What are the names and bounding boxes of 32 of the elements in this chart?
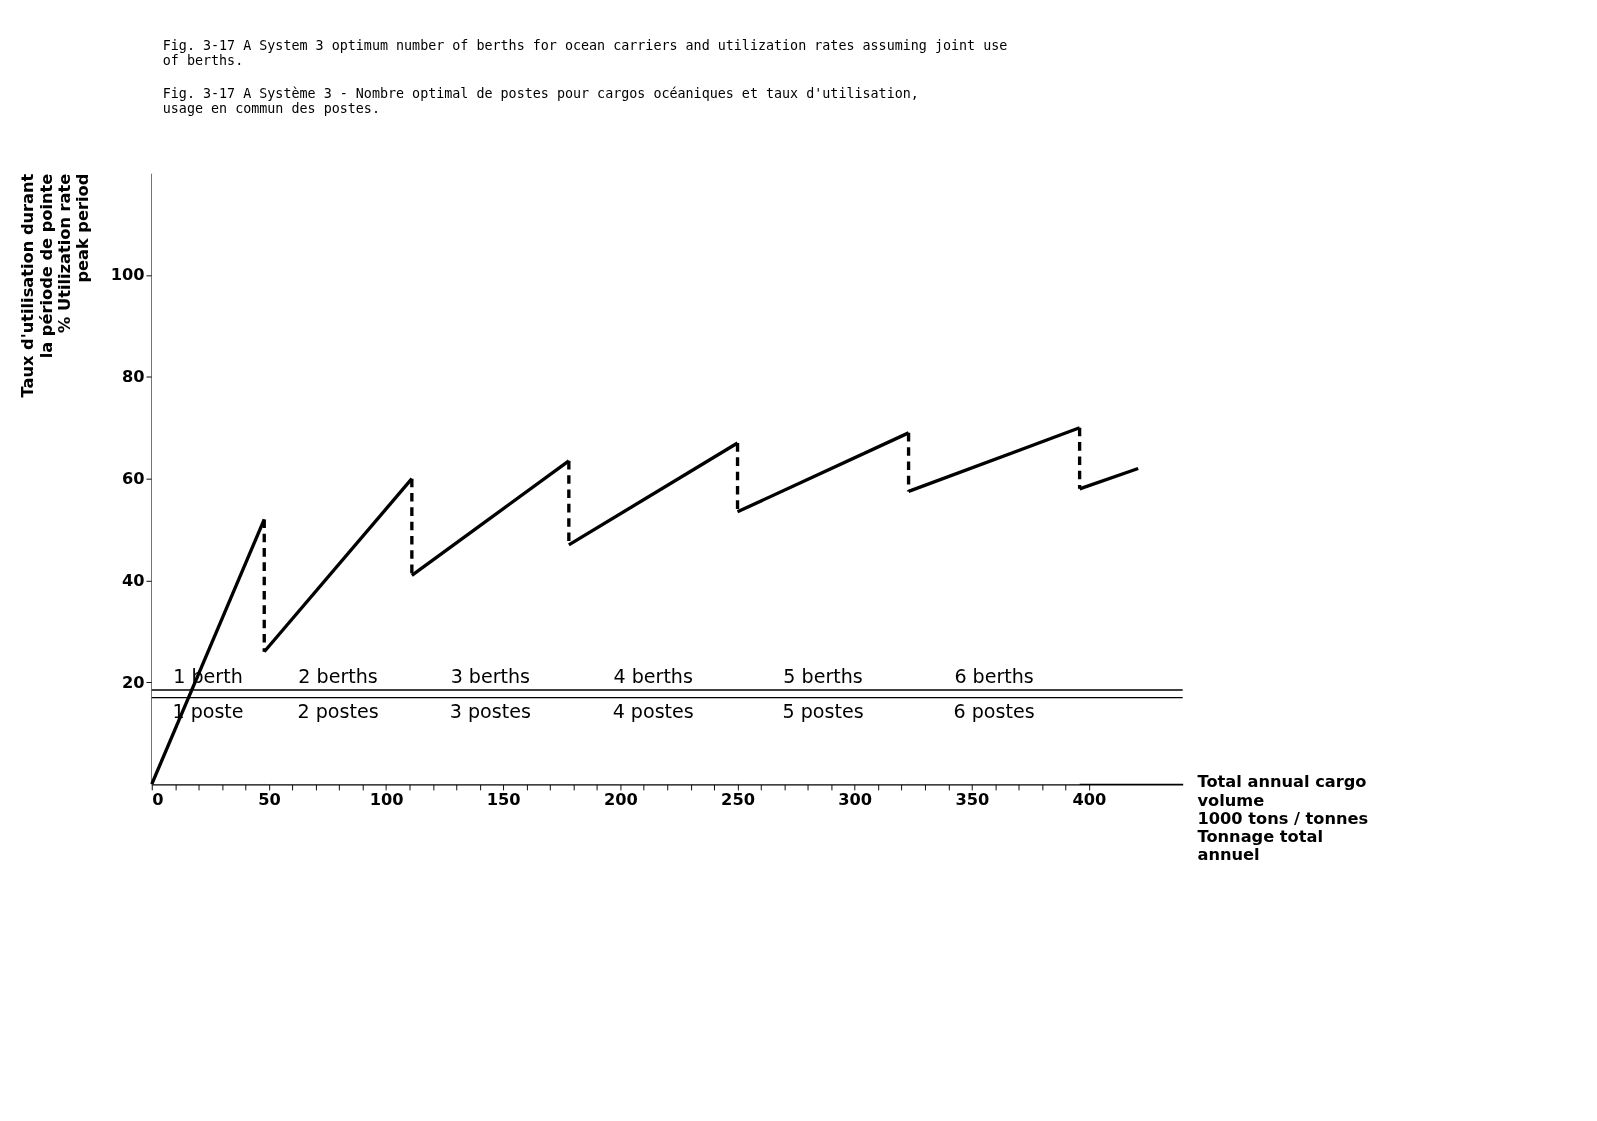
text: peak period: [72, 173, 92, 283]
y-tick-label: 20: [122, 672, 145, 692]
band-label: 3 berths 3 postes: [449, 665, 531, 723]
y-tick-label: 60: [122, 468, 145, 488]
x-tick-label: 100: [369, 789, 404, 809]
text: volume: [1197, 790, 1265, 810]
band-label: 5 berths 5 postes: [782, 665, 864, 723]
x-tick-label: 200: [603, 789, 638, 809]
x-tick-label: 50: [258, 789, 281, 809]
text: % Utilization rate: [54, 173, 74, 333]
text: Taux d'utilisation durant: [18, 173, 38, 398]
band-label: 6 berths 6 postes: [953, 665, 1035, 723]
text: annuel: [1197, 845, 1260, 865]
text: Tonnage total: [1197, 826, 1324, 846]
y-tick-label: 40: [122, 570, 145, 590]
text: usage en commun des postes.: [162, 101, 380, 117]
x-tick-label: 400: [1072, 789, 1107, 809]
y-tick-label: 100: [110, 265, 145, 285]
x-tick-label: 300: [838, 789, 873, 809]
text: Fig. 3-17 A System 3 optimum number of berths for ocean carriers and utilization rates assuming joint use: [162, 38, 1008, 54]
band-label: 2 berths 2 postes: [297, 665, 379, 723]
text: Total annual cargo: [1197, 772, 1367, 792]
text: la période de pointe: [36, 173, 56, 359]
text: Fig. 3-17 A Système 3 - Nombre optimal de postes pour cargos océaniques et taux d'utilisation,: [162, 85, 919, 101]
x-tick-label: 150: [486, 789, 521, 809]
x-tick-label: 350: [955, 789, 990, 809]
x-tick-label: 250: [721, 789, 755, 809]
text: of berths.: [162, 53, 244, 69]
band-label: 4 berths 4 postes: [612, 665, 694, 723]
x-tick-label: 0: [152, 789, 164, 809]
text: 1000 tons / tonnes: [1197, 808, 1369, 828]
y-tick-label: 80: [122, 367, 145, 387]
